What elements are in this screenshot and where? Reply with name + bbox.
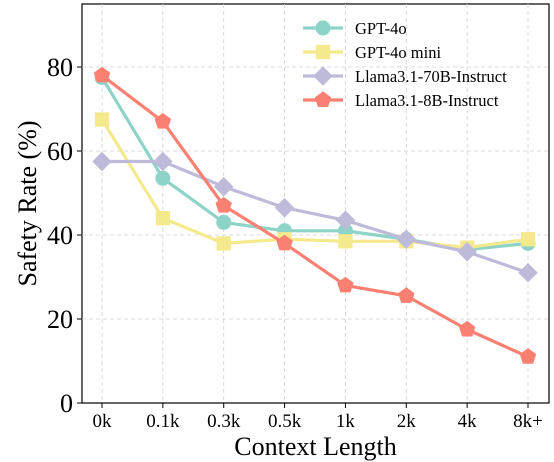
- legend-marker: [315, 44, 331, 60]
- data-point: [458, 320, 476, 337]
- y-tick-label: 0: [60, 389, 73, 418]
- series-line: [102, 159, 529, 275]
- data-point: [216, 214, 232, 230]
- data-point: [92, 151, 112, 172]
- legend: GPT-4o GPT-4o mini Llama3.1-70B-Instruct Ll…: [303, 19, 507, 110]
- series-layer: [92, 66, 538, 364]
- series-line: [100, 118, 529, 250]
- data-point: [276, 234, 293, 251]
- legend-label: Llama3.1-8B-Instruct: [355, 91, 499, 110]
- data-point: [155, 170, 171, 186]
- series-3: [93, 66, 537, 364]
- data-point: [274, 197, 295, 218]
- data-point: [398, 287, 415, 303]
- data-point: [337, 276, 354, 293]
- legend-marker: [315, 20, 331, 36]
- data-point: [216, 236, 231, 251]
- legend-label: GPT-4o: [355, 19, 407, 38]
- data-point: [396, 229, 417, 249]
- x-tick-label: 1k: [336, 411, 356, 432]
- data-point: [94, 112, 110, 127]
- data-point: [457, 242, 477, 262]
- data-point: [213, 176, 234, 197]
- data-point: [154, 112, 172, 129]
- legend-marker: [313, 66, 333, 86]
- data-point: [519, 348, 537, 364]
- x-tick-label: 4k: [458, 411, 478, 432]
- x-axis-title: Context Length: [234, 432, 396, 461]
- legend-item: Llama3.1-70B-Instruct: [303, 66, 507, 86]
- ticks: 0 20 40 60 80 0k 0.1k 0.3k 0.5k 1k 2k 4k 8k+: [47, 53, 543, 432]
- data-point: [518, 263, 538, 283]
- legend-item: GPT-4o: [303, 19, 407, 38]
- x-tick-label: 2k: [397, 411, 417, 432]
- series-line: [101, 74, 529, 359]
- legend-item: Llama3.1-8B-Instruct: [303, 91, 499, 110]
- x-tick-label: 0.3k: [207, 411, 241, 432]
- data-point: [93, 66, 111, 83]
- data-point: [520, 232, 536, 247]
- x-tick-label: 8k+: [513, 411, 543, 432]
- series-2: [92, 151, 538, 283]
- data-point: [153, 151, 173, 172]
- y-axis-title: Safety Rate (%): [13, 120, 42, 286]
- plot-frame: [81, 3, 550, 404]
- grid: [82, 4, 549, 403]
- legend-label: GPT-4o mini: [355, 43, 441, 62]
- y-tick-label: 20: [47, 305, 73, 334]
- y-tick-label: 60: [47, 137, 73, 166]
- data-point: [335, 210, 356, 231]
- x-tick-label: 0k: [93, 411, 113, 432]
- legend-label: Llama3.1-70B-Instruct: [355, 67, 507, 86]
- data-point: [215, 196, 232, 213]
- data-point: [155, 211, 170, 226]
- legend-item: GPT-4o mini: [303, 43, 441, 62]
- x-tick-label: 0.1k: [146, 411, 180, 432]
- legend-marker: [314, 91, 332, 107]
- y-tick-label: 80: [47, 53, 73, 82]
- y-tick-label: 40: [47, 221, 73, 250]
- data-point: [338, 234, 353, 249]
- x-tick-label: 0.5k: [268, 411, 302, 432]
